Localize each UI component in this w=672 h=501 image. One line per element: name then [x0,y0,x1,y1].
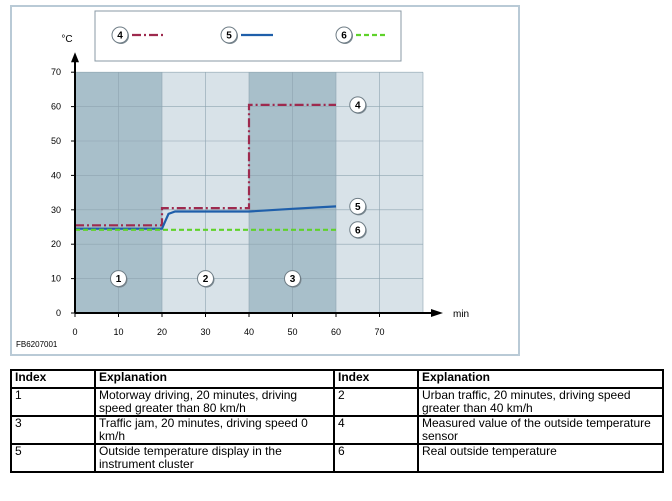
table-row: 1 Motorway driving, 20 minutes, driving … [10,387,664,417]
series-end-marker-label: 5 [355,202,361,213]
phase-marker [284,270,301,288]
header-index-2: Index [333,369,419,389]
x-tick-label: 70 [374,327,384,337]
table-cell: 6 [333,443,419,473]
series-end-marker [349,96,367,114]
table-cell: 5 [10,443,96,473]
x-tick-label: 40 [244,327,254,337]
x-tick-label: 10 [113,327,123,337]
table-cell: 4 [333,415,419,445]
series-end-marker [349,221,367,239]
phase-marker-label: 2 [203,274,209,285]
x-tick-label: 0 [72,327,77,337]
y-tick-label: 20 [51,239,61,249]
y-tick-label: 50 [51,136,61,146]
series-5-line [75,205,337,230]
phase-marker-label: 1 [116,274,122,285]
table-cell: Measured value of the outside temperatur… [417,415,664,445]
series-end-marker-label: 4 [355,100,361,111]
y-tick-label: 70 [51,67,61,77]
table-cell: Urban traffic, 20 minutes, driving speed… [417,387,664,417]
series-end-marker-label: 6 [355,225,361,236]
table-cell: Motorway driving, 20 minutes, driving sp… [94,387,335,417]
y-axis-unit: °C [61,34,72,45]
y-tick-label: 0 [56,308,61,318]
table-row: 5 Outside temperature display in the ins… [10,443,664,473]
phase-marker [110,270,127,288]
series-end-marker [349,197,367,215]
phase-marker-label: 3 [290,274,296,285]
header-explanation-2: Explanation [417,369,664,389]
legend-marker-label: 4 [117,31,123,42]
y-tick-label: 10 [51,274,61,284]
phase-marker [197,270,214,288]
table-cell: 3 [10,415,96,445]
y-tick-label: 40 [51,170,61,180]
x-tick-label: 60 [331,327,341,337]
x-tick-label: 30 [200,327,210,337]
table-cell: 1 [10,387,96,417]
x-axis-arrow [431,309,443,317]
series-4-line [75,103,336,227]
y-tick-label: 30 [51,205,61,215]
header-index-1: Index [10,369,96,389]
table-cell: Real outside temperature [417,443,664,473]
x-tick-label: 20 [157,327,167,337]
table-cell: Traffic jam, 20 minutes, driving speed 0… [94,415,335,445]
table-header-row: Index Explanation Index Explanation [10,369,664,389]
index-table: Index Explanation Index Explanation 1 Mo… [10,369,664,473]
table-cell: Outside temperature display in the instr… [94,443,335,473]
chart-figure: 0 10 20 30 40 50 60 70 0 10 20 30 40 50 60 70 °C min 1 2 3 4 5… [10,5,520,356]
legend-marker [111,26,129,44]
header-explanation-1: Explanation [94,369,335,389]
x-tick-label: 50 [287,327,297,337]
y-axis-arrow [71,52,79,63]
legend-marker-label: 5 [226,31,232,42]
x-axis-unit: min [453,309,469,320]
y-tick-label: 60 [51,102,61,112]
legend-marker [335,26,353,44]
table-row: 3 Traffic jam, 20 minutes, driving speed… [10,415,664,445]
table-cell: 2 [333,387,419,417]
temperature-chart: 0 10 20 30 40 50 60 70 0 10 20 30 40 50 60 70 °C min 1 2 3 4 5… [16,10,469,349]
legend-marker-label: 6 [341,31,347,42]
legend-marker [220,26,238,44]
figure-id: FB6207001 [16,340,58,349]
